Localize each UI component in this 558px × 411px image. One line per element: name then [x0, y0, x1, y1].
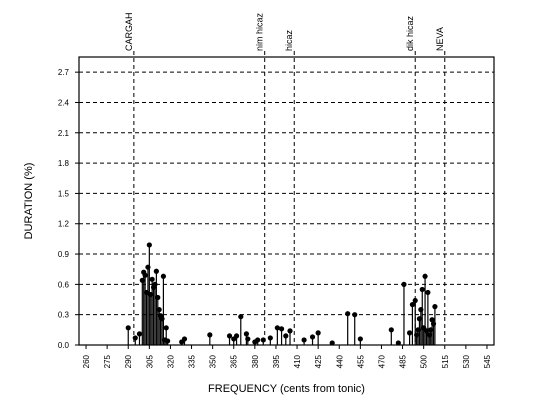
x-tick-label: 260	[82, 354, 91, 368]
y-tick-label: 2.4	[58, 98, 70, 107]
data-point	[255, 337, 261, 343]
x-tick-label: 380	[251, 354, 260, 368]
x-tick-label: 275	[103, 354, 112, 368]
data-point	[181, 336, 188, 342]
x-tick-label: 410	[293, 354, 302, 368]
data-point	[429, 317, 435, 323]
data-point	[125, 325, 131, 331]
x-axis-ticks: 260 275 290 305 320 335 350 365 380 395 410 425 440 4…	[82, 345, 492, 368]
x-tick-label: 305	[145, 354, 154, 368]
data-point	[287, 328, 293, 334]
y-tick-label: 0.6	[58, 280, 70, 289]
x-axis-title: FREQUENCY (cents from tonic)	[208, 383, 365, 395]
data-point	[163, 325, 169, 331]
x-tick-label: 425	[314, 354, 323, 368]
data-point	[155, 294, 161, 301]
x-tick-label: 320	[166, 354, 175, 368]
y-tick-label: 2.7	[58, 68, 70, 77]
data-point	[395, 340, 401, 346]
data-point	[153, 268, 159, 274]
data-point	[226, 333, 233, 339]
data-point	[422, 273, 428, 279]
y-tick-label: 0.9	[58, 250, 70, 259]
data-point	[401, 281, 407, 287]
data-point	[419, 286, 425, 293]
data-point	[283, 333, 289, 339]
y-tick-label: 1.2	[58, 220, 70, 229]
data-point	[245, 336, 251, 342]
data-point	[274, 325, 280, 331]
data-point	[160, 273, 167, 279]
reference-line-label: dik hicaz	[405, 15, 415, 51]
data-point	[142, 272, 148, 278]
reference-line-label: NEVA	[435, 27, 445, 51]
data-point	[432, 304, 438, 310]
x-tick-label: 365	[230, 354, 239, 368]
x-tick-label: 545	[483, 354, 492, 368]
data-point	[412, 297, 418, 304]
data-point	[357, 336, 363, 342]
data-point	[301, 337, 307, 343]
reference-line-label: nim hicaz	[255, 12, 265, 51]
data-point	[238, 314, 244, 320]
data-point	[388, 327, 394, 333]
y-tick-label: 0.0	[58, 341, 70, 350]
data-point	[146, 242, 152, 248]
y-tick-label: 1.8	[58, 159, 70, 168]
data-point	[267, 335, 273, 341]
x-tick-label: 335	[188, 354, 197, 368]
y-tick-label: 2.1	[58, 129, 70, 138]
x-tick-label: 290	[124, 354, 133, 368]
data-point	[406, 330, 413, 336]
x-tick-label: 395	[272, 354, 281, 368]
y-tick-label: 1.5	[58, 189, 70, 198]
data-point	[165, 338, 171, 344]
data-point	[132, 335, 138, 341]
x-tick-label: 455	[356, 354, 365, 368]
data-point	[278, 326, 285, 332]
y-axis-ticks: 0.0 0.3 0.6 0.9 1.2 1.5 1.8 2.1 2.4 2.7	[58, 68, 79, 350]
data-stems	[125, 242, 438, 346]
y-axis-title: DURATION (%)	[23, 163, 35, 240]
reference-line-label: hicaz	[284, 29, 294, 51]
y-tick-label: 0.3	[58, 311, 70, 320]
reference-line-label: CARGAH	[124, 12, 134, 51]
reference-lines: CARGAH nim hicaz hicaz dik hicaz NEVA	[124, 12, 446, 345]
data-point	[329, 340, 335, 346]
x-tick-label: 440	[335, 354, 344, 368]
plot-frame	[78, 56, 495, 346]
x-tick-label: 500	[420, 354, 429, 368]
data-point	[149, 276, 155, 282]
data-point	[345, 311, 351, 317]
x-tick-label: 350	[209, 354, 218, 368]
data-point	[207, 332, 213, 338]
data-point	[260, 337, 266, 343]
x-tick-label: 485	[399, 354, 408, 368]
data-point	[243, 331, 250, 337]
data-point	[309, 334, 316, 340]
data-point	[156, 307, 162, 313]
data-point	[409, 301, 416, 308]
data-point	[425, 289, 431, 296]
x-tick-label: 530	[462, 354, 471, 368]
data-point	[315, 330, 321, 336]
data-point	[352, 312, 358, 318]
x-tick-label: 470	[377, 354, 386, 368]
x-tick-label: 515	[441, 354, 450, 368]
data-point	[233, 333, 240, 339]
data-point	[136, 331, 143, 337]
